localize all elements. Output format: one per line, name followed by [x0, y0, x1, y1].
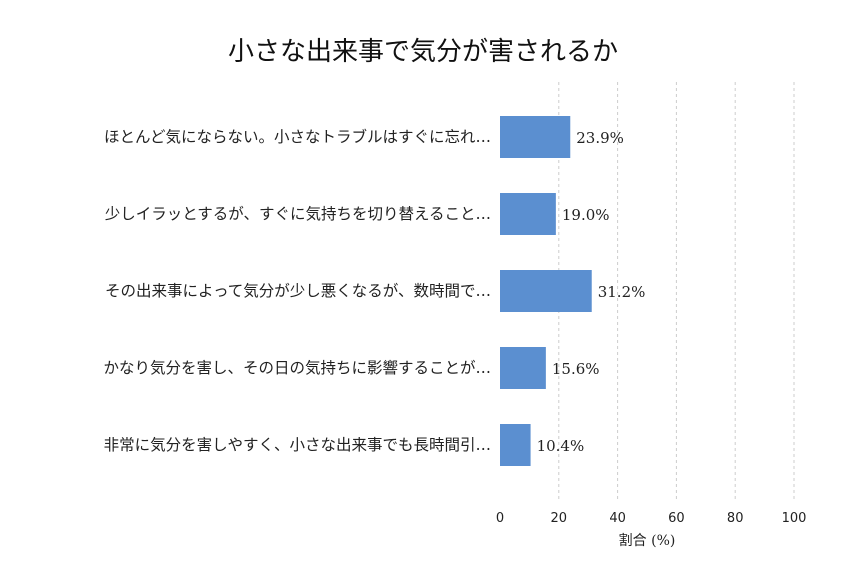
- chart-title: 小さな出来事で気分が害されるか: [228, 37, 618, 67]
- grid-lines: [558, 82, 795, 500]
- category-label: かなり気分を害し、その日の気持ちに影響することが…: [103, 359, 491, 377]
- value-label: 10.4%: [537, 437, 585, 455]
- x-tick-label: 80: [727, 511, 744, 526]
- category-labels: ほとんど気にならない。小さなトラブルはすぐに忘れ… 少しイラッとするが、すぐに気持…: [103, 127, 491, 454]
- x-tick-label: 100: [782, 511, 807, 526]
- bar: [500, 116, 571, 158]
- value-label: 19.0%: [562, 206, 610, 224]
- bars: [500, 116, 592, 466]
- value-label: 31.2%: [598, 283, 646, 301]
- bar: [500, 270, 592, 312]
- bar: [500, 193, 556, 235]
- bar: [500, 347, 546, 389]
- x-axis-title: 割合 (%): [619, 532, 676, 549]
- category-label: 非常に気分を害しやすく、小さな出来事でも長時間引…: [104, 436, 491, 454]
- category-label: ほとんど気にならない。小さなトラブルはすぐに忘れ…: [104, 127, 491, 146]
- category-label: 少しイラッとするが、すぐに気持ちを切り替えること…: [105, 205, 491, 223]
- value-labels: 23.9% 19.0% 31.2% 15.6% 10.4%: [537, 129, 646, 455]
- x-tick-label: 20: [551, 511, 568, 526]
- x-tick-label: 40: [609, 511, 626, 526]
- x-tick-label: 60: [668, 511, 685, 526]
- value-label: 15.6%: [552, 360, 600, 378]
- x-axis-ticks: 0 20 40 60 80 100: [496, 511, 807, 526]
- category-label: その出来事によって気分が少し悪くなるが、数時間で…: [105, 282, 491, 300]
- value-label: 23.9%: [576, 129, 624, 147]
- x-tick-label: 0: [496, 511, 504, 526]
- bar: [500, 424, 531, 466]
